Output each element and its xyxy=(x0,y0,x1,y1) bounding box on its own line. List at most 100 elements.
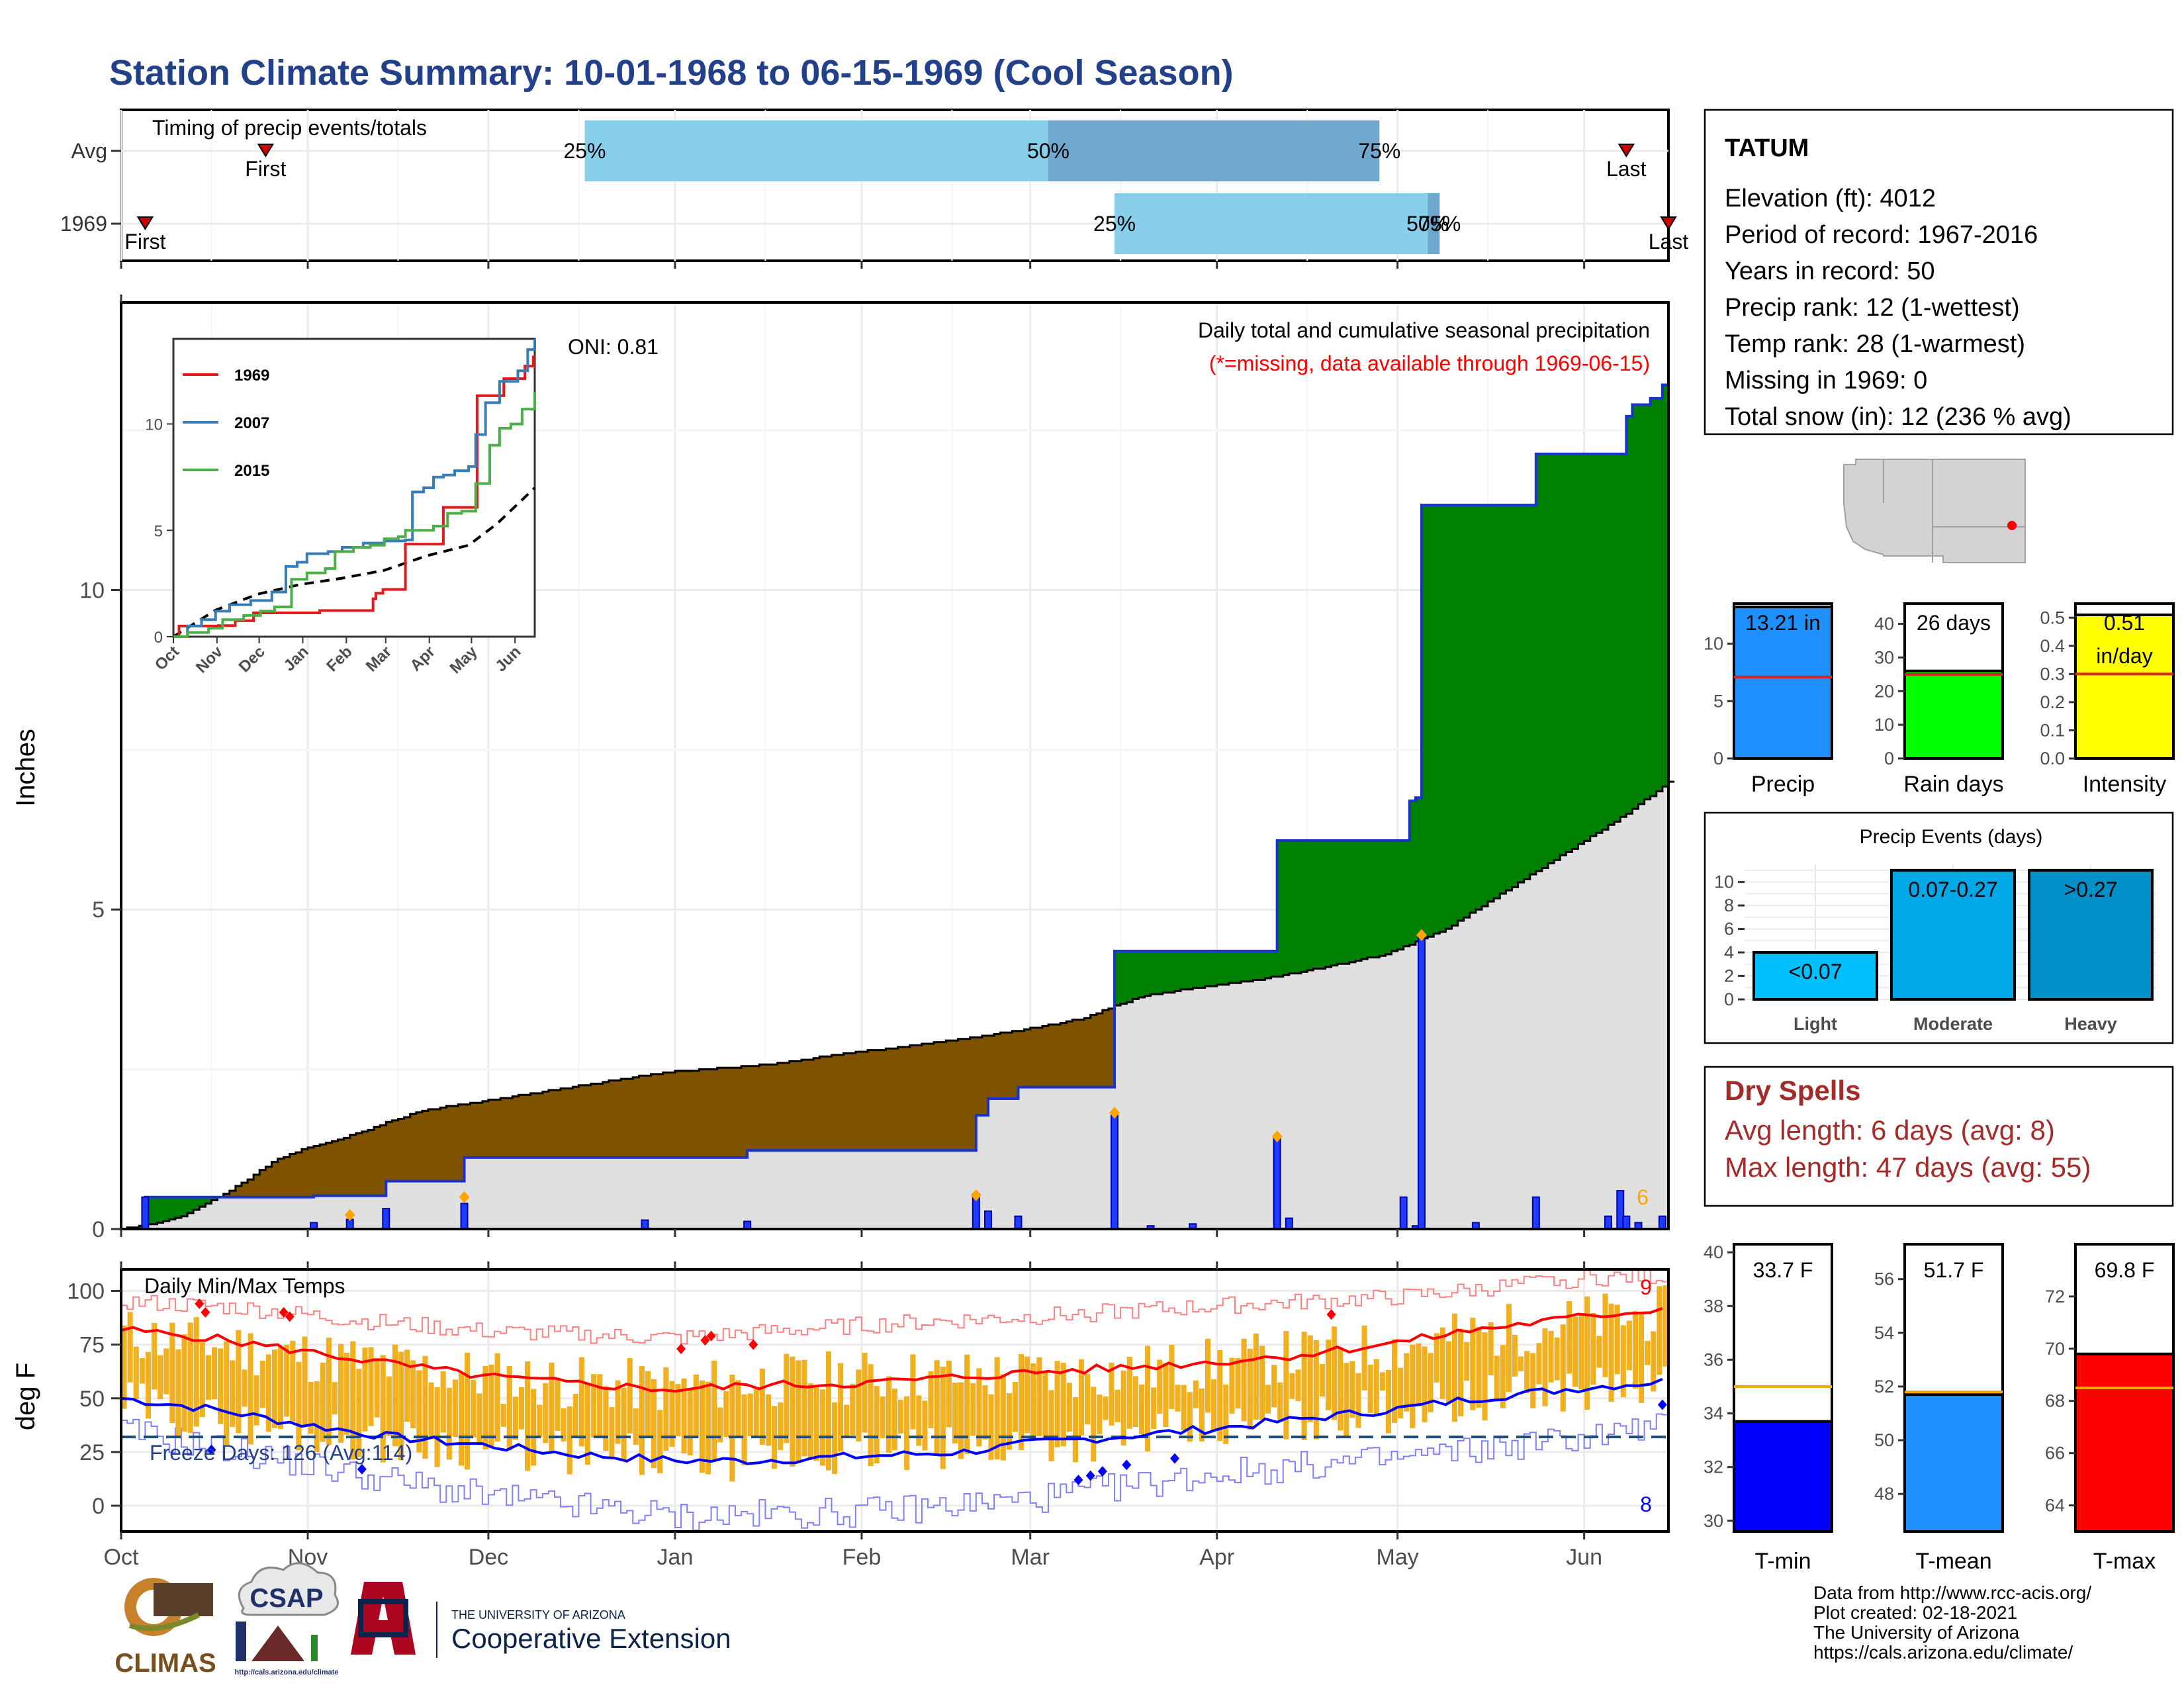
daily-temp-bar xyxy=(302,1336,308,1427)
daily-temp-bar xyxy=(1548,1330,1554,1383)
temp-title: Daily Min/Max Temps xyxy=(144,1274,345,1298)
daily-temp-bar xyxy=(1169,1344,1175,1409)
deficit-area xyxy=(458,1104,465,1181)
record-high-marker xyxy=(285,1311,295,1322)
surplus-area xyxy=(1115,951,1121,1006)
deficit-area xyxy=(633,1077,639,1158)
surplus-area xyxy=(163,1197,170,1221)
daily-temp-bar xyxy=(578,1357,584,1447)
daily-temp-bar xyxy=(747,1393,753,1437)
deficit-area xyxy=(668,1072,676,1158)
daily-temp-bar xyxy=(964,1354,970,1454)
daily-temp-bar xyxy=(669,1381,675,1447)
daily-temp-bar xyxy=(271,1349,278,1428)
daily-temp-bar xyxy=(572,1394,578,1438)
daily-temp-bar xyxy=(946,1360,952,1428)
deficit-area xyxy=(1108,1008,1115,1087)
surplus-area xyxy=(1289,840,1296,974)
daily-temp-bar xyxy=(465,1352,471,1470)
surplus-area xyxy=(1428,505,1434,937)
deficit-area xyxy=(976,1037,983,1116)
daily-temp-bar xyxy=(187,1322,193,1434)
surplus-area xyxy=(1319,840,1326,969)
daily-temp-bar xyxy=(1379,1372,1385,1391)
daily-temp-bar xyxy=(868,1364,874,1466)
temp-summary-y-tick-label: 68 xyxy=(2045,1391,2065,1411)
deficit-area xyxy=(886,1048,893,1151)
deficit-area xyxy=(1090,1015,1097,1087)
surplus-area xyxy=(1566,453,1573,852)
daily-temp-bar xyxy=(958,1382,964,1459)
daily-temp-bar xyxy=(1458,1328,1464,1417)
deficit-area xyxy=(891,1048,899,1151)
daily-temp-bar xyxy=(1247,1348,1253,1430)
daily-temp-bar xyxy=(1433,1333,1439,1383)
daily-temp-bar xyxy=(1295,1369,1301,1402)
daily-temp-bar xyxy=(518,1387,525,1430)
daily-temp-bar xyxy=(687,1389,693,1456)
event-category-label: Heavy xyxy=(2064,1014,2117,1034)
daily-temp-bar xyxy=(1199,1388,1205,1441)
daily-temp-bar xyxy=(374,1358,380,1418)
surplus-area xyxy=(1138,951,1146,997)
surplus-area xyxy=(1602,453,1609,830)
daily-temp-bar xyxy=(1126,1356,1132,1429)
temp-summary-value-label: 51.7 F xyxy=(1924,1258,1984,1282)
record-low-marker xyxy=(1122,1459,1132,1471)
daily-temp-bar xyxy=(1410,1344,1416,1428)
daily-temp-bar xyxy=(1265,1385,1271,1414)
surplus-area xyxy=(157,1197,164,1223)
temp-summary-x-label: T-min xyxy=(1755,1549,1811,1574)
surplus-area xyxy=(1222,951,1230,985)
daily-temp-bar xyxy=(784,1353,790,1443)
deficit-area xyxy=(578,1085,586,1158)
daily-temp-bar xyxy=(1054,1361,1060,1447)
daily-temp-bar xyxy=(211,1347,218,1400)
surplus-area xyxy=(1307,840,1314,970)
deficit-area xyxy=(1036,1027,1043,1087)
daily-temp-bar xyxy=(759,1368,765,1445)
summary-x-label: Rain days xyxy=(1903,772,2003,797)
deficit-area xyxy=(934,1042,940,1151)
temp-summary-y-tick-label: 30 xyxy=(1704,1511,1723,1531)
record-high-marker xyxy=(201,1306,210,1318)
daily-temp-bar xyxy=(1211,1379,1217,1432)
deficit-area xyxy=(338,1139,345,1196)
surplus-area xyxy=(1132,951,1140,999)
footer-line: The University of Arizona xyxy=(1813,1622,2020,1643)
summary-y-tick-label: 10 xyxy=(1704,634,1723,654)
surplus-area xyxy=(1199,951,1206,988)
surplus-area xyxy=(1391,840,1398,951)
deficit-area xyxy=(915,1045,923,1151)
surplus-area xyxy=(211,1197,218,1201)
temp-summary-value-label: 33.7 F xyxy=(1753,1258,1813,1282)
temp-summary-bar xyxy=(2074,1352,2175,1533)
record-high-marker xyxy=(676,1344,686,1355)
daily-temp-bar xyxy=(1289,1373,1295,1399)
month-tick-label: Jan xyxy=(657,1545,694,1570)
precip-y-tick-label: 0 xyxy=(92,1217,105,1242)
station-info-line: Total snow (in): 12 (236 % avg) xyxy=(1725,403,2071,431)
daily-temp-bar xyxy=(543,1383,549,1443)
daily-temp-bar xyxy=(158,1355,163,1400)
deficit-area xyxy=(398,1119,405,1181)
timing-first-label: First xyxy=(124,230,165,253)
surplus-area xyxy=(1126,951,1133,1003)
deficit-area xyxy=(289,1154,296,1197)
deficit-area xyxy=(283,1157,291,1197)
deficit-area xyxy=(602,1081,610,1158)
deficit-area xyxy=(1030,1027,1037,1087)
temp-summary-y-tick-label: 54 xyxy=(1874,1323,1894,1343)
deficit-area xyxy=(813,1058,820,1151)
month-tick-label: Jun xyxy=(1566,1545,1602,1570)
deficit-area xyxy=(699,1069,706,1158)
daily-temp-bar xyxy=(1578,1316,1584,1390)
deficit-area xyxy=(524,1095,531,1158)
daily-temp-bar xyxy=(910,1354,916,1430)
temp-summary-value-label: 69.8 F xyxy=(2095,1258,2155,1282)
deficit-area xyxy=(687,1071,694,1158)
surplus-area xyxy=(1343,840,1350,964)
daily-temp-bar xyxy=(567,1406,572,1475)
daily-precip-bar xyxy=(1658,1215,1666,1230)
daily-temp-bar xyxy=(1066,1383,1072,1432)
